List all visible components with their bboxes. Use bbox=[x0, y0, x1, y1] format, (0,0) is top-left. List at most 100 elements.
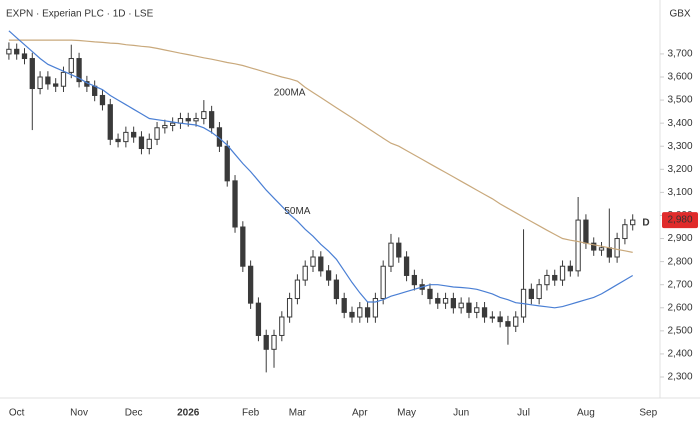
candle-body bbox=[99, 94, 106, 106]
candle-body bbox=[123, 131, 129, 143]
candle-body bbox=[630, 219, 636, 226]
candle-body bbox=[575, 219, 581, 272]
y-tick-label: 3,500 bbox=[667, 95, 692, 106]
candle-body bbox=[68, 58, 74, 73]
x-tick-label: 2026 bbox=[177, 408, 200, 419]
y-tick-label: 2,700 bbox=[667, 279, 692, 290]
candle-body bbox=[76, 58, 82, 83]
y-tick-label: 2,500 bbox=[667, 325, 692, 336]
candle-body bbox=[247, 265, 254, 304]
candle-body bbox=[349, 311, 355, 318]
series-label: 200MA bbox=[274, 87, 306, 98]
candle-body bbox=[138, 136, 145, 150]
candle-body bbox=[279, 316, 285, 336]
x-tick-label: Apr bbox=[352, 408, 368, 419]
candle-body bbox=[232, 180, 238, 228]
moving-average-line bbox=[8, 30, 634, 309]
y-tick-label: 2,900 bbox=[667, 233, 692, 244]
chart-title: EXPN · Experian PLC · 1D · LSE bbox=[6, 9, 154, 20]
candle-body bbox=[505, 321, 511, 327]
candle-body bbox=[21, 53, 28, 60]
x-tick-label: Jul bbox=[517, 408, 530, 419]
candle-body bbox=[583, 219, 589, 244]
candle-body bbox=[559, 265, 566, 281]
candle-body bbox=[567, 265, 573, 272]
candle-body bbox=[497, 316, 503, 323]
x-tick-label: Mar bbox=[289, 408, 307, 419]
candle-body bbox=[271, 334, 277, 350]
candle-body bbox=[208, 111, 215, 129]
candle-body bbox=[614, 238, 620, 258]
candle-body bbox=[481, 307, 488, 318]
candle-body bbox=[115, 138, 121, 143]
candle-body bbox=[302, 265, 308, 281]
y-tick-label: 2,300 bbox=[667, 372, 692, 383]
candle-body bbox=[536, 284, 542, 300]
y-tick-label: 3,400 bbox=[667, 118, 692, 129]
candle-body bbox=[201, 111, 207, 120]
x-tick-label: May bbox=[397, 408, 416, 419]
candle-body bbox=[380, 265, 386, 300]
candle-body bbox=[45, 76, 51, 85]
x-tick-label: Aug bbox=[577, 408, 595, 419]
candle-body bbox=[14, 48, 20, 55]
candle-body bbox=[154, 127, 160, 140]
last-price-box bbox=[662, 212, 698, 229]
candle-body bbox=[598, 247, 605, 251]
candle-body bbox=[341, 298, 347, 313]
x-tick-label: Jun bbox=[453, 408, 469, 419]
candle-body bbox=[318, 256, 324, 272]
candle-body bbox=[224, 145, 230, 182]
y-tick-label: 3,600 bbox=[667, 72, 692, 83]
candle-body bbox=[458, 302, 464, 309]
candle-body bbox=[333, 279, 340, 300]
candle-body bbox=[513, 316, 519, 327]
candle-body bbox=[364, 307, 371, 318]
marker-label: D bbox=[642, 218, 649, 229]
candle-body bbox=[388, 242, 394, 267]
candle-body bbox=[622, 224, 628, 240]
candle-body bbox=[450, 298, 457, 309]
candle-body bbox=[193, 118, 199, 122]
y-tick-label: 2,800 bbox=[667, 256, 692, 267]
candle-body bbox=[325, 270, 332, 281]
x-tick-label: Dec bbox=[125, 408, 143, 419]
candle-body bbox=[286, 298, 293, 318]
candle-body bbox=[6, 48, 12, 55]
candle-body bbox=[255, 302, 262, 336]
candle-body bbox=[474, 307, 480, 313]
x-tick-label: Sep bbox=[639, 408, 657, 419]
candle-body bbox=[403, 256, 410, 276]
series-label: 50MA bbox=[284, 206, 310, 217]
candle-body bbox=[489, 316, 495, 319]
candle-body bbox=[466, 302, 472, 313]
x-tick-label: Feb bbox=[242, 408, 260, 419]
candle-body bbox=[107, 104, 113, 140]
candle-body bbox=[606, 247, 612, 258]
candle-body bbox=[528, 288, 534, 300]
candle-body bbox=[310, 256, 316, 267]
candle-body bbox=[92, 85, 98, 96]
x-tick-label: Oct bbox=[9, 408, 25, 419]
y-tick-label: 3,300 bbox=[667, 141, 692, 152]
candle-body bbox=[427, 288, 433, 300]
y-tick-label: 2,600 bbox=[667, 302, 692, 313]
candle-body bbox=[53, 83, 59, 87]
moving-average-line bbox=[8, 39, 633, 253]
candle-body bbox=[37, 76, 43, 90]
candle-body bbox=[60, 71, 67, 87]
y-tick-label: 3,700 bbox=[667, 49, 692, 60]
candle-body bbox=[552, 274, 558, 281]
y-tick-label: 2,400 bbox=[667, 349, 692, 360]
candle-body bbox=[240, 226, 246, 267]
candle-body bbox=[372, 298, 379, 318]
candle-body bbox=[146, 138, 152, 150]
candle-body bbox=[442, 298, 449, 304]
candle-body bbox=[170, 122, 176, 126]
candle-body bbox=[131, 131, 137, 138]
candle-body bbox=[411, 274, 418, 286]
candle-body bbox=[162, 124, 168, 129]
candle-body bbox=[544, 274, 550, 286]
y-tick-label: 3,100 bbox=[667, 187, 692, 198]
